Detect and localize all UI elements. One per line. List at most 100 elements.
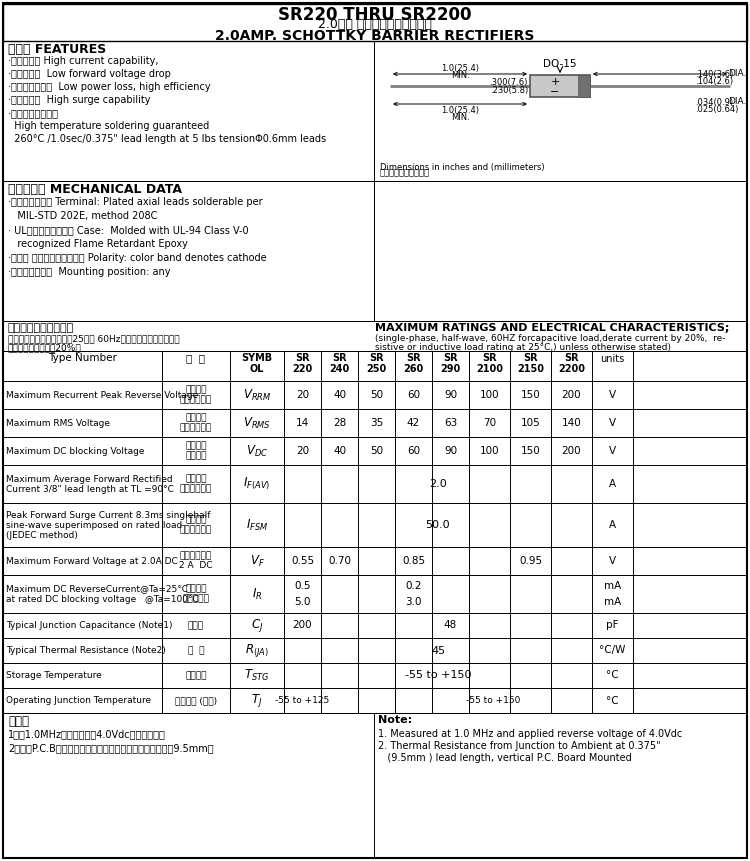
Text: $V_{DC}$: $V_{DC}$ (246, 443, 268, 459)
Text: (JEDEC method): (JEDEC method) (6, 530, 78, 540)
Text: $V_{RMS}$: $V_{RMS}$ (243, 416, 271, 430)
Text: SR: SR (443, 353, 458, 363)
Text: .025(0.64): .025(0.64) (695, 105, 738, 114)
Text: at rated DC blocking voltage   @Ta=100°C: at rated DC blocking voltage @Ta=100°C (6, 594, 199, 604)
Bar (374, 181, 747, 321)
Text: mA: mA (604, 581, 621, 591)
Text: -55 to +150: -55 to +150 (466, 696, 520, 705)
Text: 45: 45 (431, 646, 445, 655)
Bar (3, 321, 747, 351)
Text: .140(3.6): .140(3.6) (695, 70, 734, 79)
Text: recognized Flame Retardant Epoxy: recognized Flame Retardant Epoxy (8, 239, 188, 249)
Bar (3, 41, 374, 181)
Text: V: V (609, 556, 616, 566)
Text: $C_J$: $C_J$ (251, 617, 263, 634)
Text: -55 to +150: -55 to +150 (405, 671, 471, 680)
Text: 1. Measured at 1.0 MHz and applied reverse voltage of 4.0Vdc: 1. Measured at 1.0 MHz and applied rever… (378, 729, 682, 739)
Text: 注意：: 注意： (8, 715, 29, 728)
Text: 2.0AMP. SCHOTTKY BARRIER RECTIFIERS: 2.0AMP. SCHOTTKY BARRIER RECTIFIERS (215, 29, 535, 43)
Text: 290: 290 (440, 364, 460, 374)
Text: 特性： FEATURES: 特性： FEATURES (8, 43, 106, 56)
Text: Typical Thermal Resistance (Note2): Typical Thermal Resistance (Note2) (6, 646, 166, 655)
Text: 100: 100 (480, 390, 500, 400)
Text: SR: SR (332, 353, 346, 363)
Text: 没有详细说明的环境温度为25度， 60Hz单相半波电阐或电容性负: 没有详细说明的环境温度为25度， 60Hz单相半波电阐或电容性负 (8, 334, 180, 343)
Text: .300(7.6): .300(7.6) (490, 78, 528, 88)
Text: 2100: 2100 (476, 364, 503, 374)
Text: 50: 50 (370, 446, 383, 456)
Text: 0.85: 0.85 (402, 556, 425, 566)
Text: $R_{(JA)}$: $R_{(JA)}$ (245, 642, 269, 659)
Text: mA: mA (604, 597, 621, 607)
Text: units: units (600, 354, 625, 364)
Text: 28: 28 (333, 418, 346, 428)
Bar (3, 181, 374, 321)
Text: 最大直流: 最大直流 (185, 442, 207, 450)
Text: MIN.: MIN. (451, 71, 470, 80)
Text: 105: 105 (520, 418, 540, 428)
Text: Maximum DC blocking Voltage: Maximum DC blocking Voltage (6, 447, 145, 455)
Text: DIA.: DIA. (728, 70, 746, 78)
Text: 200: 200 (292, 621, 312, 630)
Bar (578, 75, 590, 97)
Text: DO-15: DO-15 (543, 59, 577, 69)
Text: 容性负荷时电流减少20%；: 容性负荷时电流减少20%； (8, 343, 82, 352)
Text: Typical Junction Capacitance (Note1): Typical Junction Capacitance (Note1) (6, 621, 172, 630)
Text: 250: 250 (366, 364, 387, 374)
Text: .230(5.8): .230(5.8) (490, 86, 528, 96)
Text: OL: OL (250, 364, 264, 374)
Text: 2、垂直P.C.B板安装保留结点（芯片）到环境散热引线长度9.5mm。: 2、垂直P.C.B板安装保留结点（芯片）到环境散热引线长度9.5mm。 (8, 743, 214, 753)
Text: 单一正向: 单一正向 (185, 516, 207, 524)
Bar (374, 41, 747, 181)
Text: ·高浪涌能力  High surge capability: ·高浪涌能力 High surge capability (8, 95, 151, 105)
Text: 42: 42 (406, 418, 420, 428)
Text: 机械特性： MECHANICAL DATA: 机械特性： MECHANICAL DATA (8, 183, 182, 196)
Text: MIL-STD 202E, method 208C: MIL-STD 202E, method 208C (8, 211, 158, 221)
Text: 150: 150 (520, 446, 540, 456)
Text: V: V (609, 418, 616, 428)
Text: V: V (609, 390, 616, 400)
Text: 20: 20 (296, 446, 309, 456)
Text: 48: 48 (444, 621, 457, 630)
Text: 储存温度: 储存温度 (185, 671, 207, 680)
Text: Maximum Recurrent Peak Reverse Voltage: Maximum Recurrent Peak Reverse Voltage (6, 391, 198, 400)
Text: 最大额定和电气特性：: 最大额定和电气特性： (8, 323, 74, 333)
Text: °C/W: °C/W (599, 646, 625, 655)
Text: $I_{F(AV)}$: $I_{F(AV)}$ (244, 476, 271, 492)
Text: $T_J$: $T_J$ (251, 692, 262, 709)
Text: Maximum Average Forward Rectified: Maximum Average Forward Rectified (6, 474, 172, 484)
Text: 70: 70 (483, 418, 496, 428)
Text: 1、在1.0MHz下测量并施加4.0Vdc的反向电压。: 1、在1.0MHz下测量并施加4.0Vdc的反向电压。 (8, 729, 166, 739)
Text: MAXIMUM RATINGS AND ELECTRICAL CHARACTERISTICS;: MAXIMUM RATINGS AND ELECTRICAL CHARACTER… (375, 323, 729, 333)
Text: ·低正向压降  Low forward voltage drop: ·低正向压降 Low forward voltage drop (8, 69, 171, 79)
Text: (single-phase, half-wave, 60HZ forcapacitive load,derate current by 20%,  re-: (single-phase, half-wave, 60HZ forcapaci… (375, 334, 725, 343)
Text: Current 3/8" lead length at TL =90°C: Current 3/8" lead length at TL =90°C (6, 485, 174, 493)
Text: 140: 140 (562, 418, 581, 428)
Text: 0.95: 0.95 (519, 556, 542, 566)
Text: 60: 60 (407, 446, 420, 456)
Text: 200: 200 (562, 446, 581, 456)
Text: 200: 200 (562, 390, 581, 400)
Text: SR: SR (564, 353, 579, 363)
Text: ·安装位置：任意  Mounting position: any: ·安装位置：任意 Mounting position: any (8, 267, 170, 277)
Text: 0.5: 0.5 (294, 581, 310, 591)
Text: A: A (609, 479, 616, 489)
Text: High temperature soldering guaranteed: High temperature soldering guaranteed (8, 121, 209, 131)
Text: 90: 90 (444, 390, 457, 400)
Text: 峰値反向电压: 峰値反向电压 (180, 424, 212, 432)
Text: 最大平均: 最大平均 (185, 413, 207, 423)
Text: ·徕线可焊性标准 Terminal: Plated axial leads solderable per: ·徕线可焊性标准 Terminal: Plated axial leads so… (8, 197, 262, 207)
Text: 5.0: 5.0 (294, 597, 310, 607)
Text: SR: SR (406, 353, 421, 363)
Text: 0.55: 0.55 (291, 556, 314, 566)
Text: 2 A  DC: 2 A DC (179, 561, 213, 571)
Text: 最大直流: 最大直流 (185, 585, 207, 593)
Text: −: − (550, 87, 560, 97)
Text: A: A (609, 520, 616, 530)
Text: $V_F$: $V_F$ (250, 554, 265, 568)
Text: Dimensions in inches and (millimeters): Dimensions in inches and (millimeters) (380, 163, 544, 172)
Text: Maximum Forward Voltage at 2.0A DC: Maximum Forward Voltage at 2.0A DC (6, 556, 178, 566)
Text: 2. Thermal Resistance from Junction to Ambient at 0.375": 2. Thermal Resistance from Junction to A… (378, 741, 661, 751)
Bar (3, 351, 747, 381)
Text: 240: 240 (329, 364, 350, 374)
